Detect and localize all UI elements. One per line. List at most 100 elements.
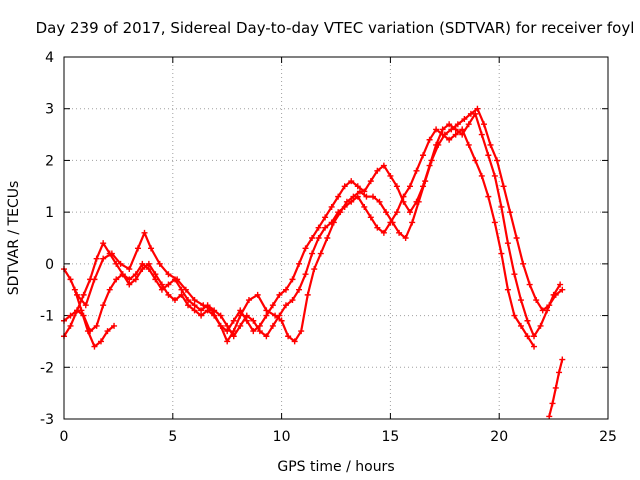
data-point (478, 172, 485, 179)
data-point (289, 276, 296, 283)
data-point (315, 224, 322, 231)
data-point (524, 333, 531, 340)
data-point (393, 209, 400, 216)
data-point (439, 126, 446, 133)
data-point (367, 178, 374, 185)
data-point (119, 271, 126, 278)
data-point (156, 260, 163, 267)
data-point (296, 260, 303, 267)
data-point (433, 141, 440, 148)
data-point (100, 255, 107, 262)
data-point (426, 136, 433, 143)
data-point (348, 178, 355, 185)
data-point (269, 322, 276, 329)
x-tick-label: 25 (599, 429, 617, 445)
data-point (204, 307, 211, 314)
data-point (376, 198, 383, 205)
data-point (165, 291, 172, 298)
x-axis-label: GPS time / hours (277, 459, 394, 475)
data-point (363, 193, 370, 200)
data-point (439, 131, 446, 138)
data-point (413, 167, 420, 174)
data-point (396, 229, 403, 236)
data-point (100, 302, 107, 309)
data-point (282, 286, 289, 293)
data-point (472, 110, 479, 117)
data-point (487, 141, 494, 148)
data-point (132, 276, 139, 283)
data-point (341, 203, 348, 210)
data-point (93, 255, 100, 262)
data-point (250, 317, 257, 324)
data-point (452, 126, 459, 133)
data-point (80, 291, 87, 298)
data-point (87, 276, 94, 283)
data-point (134, 245, 141, 252)
data-point (354, 183, 361, 190)
data-point (550, 291, 557, 298)
data-point (557, 281, 564, 288)
data-point (513, 235, 520, 241)
data-point (498, 250, 505, 257)
data-point (111, 322, 118, 329)
data-point (546, 413, 553, 420)
data-point (491, 172, 498, 179)
data-point (71, 286, 78, 293)
data-point (67, 322, 74, 329)
data-point (204, 302, 211, 309)
data-point (298, 328, 305, 335)
data-point (354, 193, 361, 200)
data-point (309, 235, 316, 241)
data-point (285, 333, 292, 340)
data-point (113, 276, 120, 283)
y-tick-label: 1 (45, 205, 54, 221)
data-point (544, 307, 551, 314)
data-point (145, 266, 152, 273)
data-point (459, 126, 466, 133)
data-point (380, 162, 387, 169)
data-point (446, 136, 453, 143)
data-point (387, 219, 394, 226)
y-tick-label: 3 (45, 102, 54, 118)
data-point (452, 131, 459, 138)
data-point (82, 302, 89, 309)
data-point (185, 302, 192, 309)
data-point (126, 276, 133, 283)
y-tick-label: 4 (45, 50, 54, 66)
data-point (250, 328, 257, 335)
data-point (504, 240, 511, 247)
data-point (549, 400, 556, 407)
data-point (472, 157, 479, 164)
x-tick-label: 20 (490, 429, 508, 445)
data-point (276, 312, 283, 319)
x-tick-label: 5 (168, 429, 177, 445)
data-point (374, 167, 381, 174)
series-trace (62, 107, 564, 343)
x-tick-label: 15 (381, 429, 399, 445)
data-point (465, 121, 472, 128)
data-point (406, 209, 413, 216)
data-point (296, 286, 303, 293)
data-point (191, 302, 198, 309)
data-point (480, 121, 487, 128)
data-point (409, 219, 416, 226)
data-point (461, 116, 468, 123)
data-point (100, 240, 107, 247)
data-point (91, 343, 98, 350)
data-point (367, 214, 374, 221)
data-point (511, 312, 518, 319)
data-point (511, 271, 518, 278)
data-point (269, 302, 276, 309)
data-point (256, 328, 263, 335)
data-point (322, 224, 329, 231)
axis-ticks: 0 5 10 15 20 25 -3 -2 -1 0 1 2 3 4 (40, 50, 617, 445)
data-point (243, 312, 250, 319)
data-point (520, 260, 527, 267)
data-point (282, 302, 289, 309)
y-tick-label: 2 (45, 153, 54, 169)
data-point (178, 286, 185, 293)
data-point (494, 157, 501, 164)
data-point (361, 188, 368, 195)
data-point (230, 317, 237, 324)
data-point (348, 198, 355, 205)
